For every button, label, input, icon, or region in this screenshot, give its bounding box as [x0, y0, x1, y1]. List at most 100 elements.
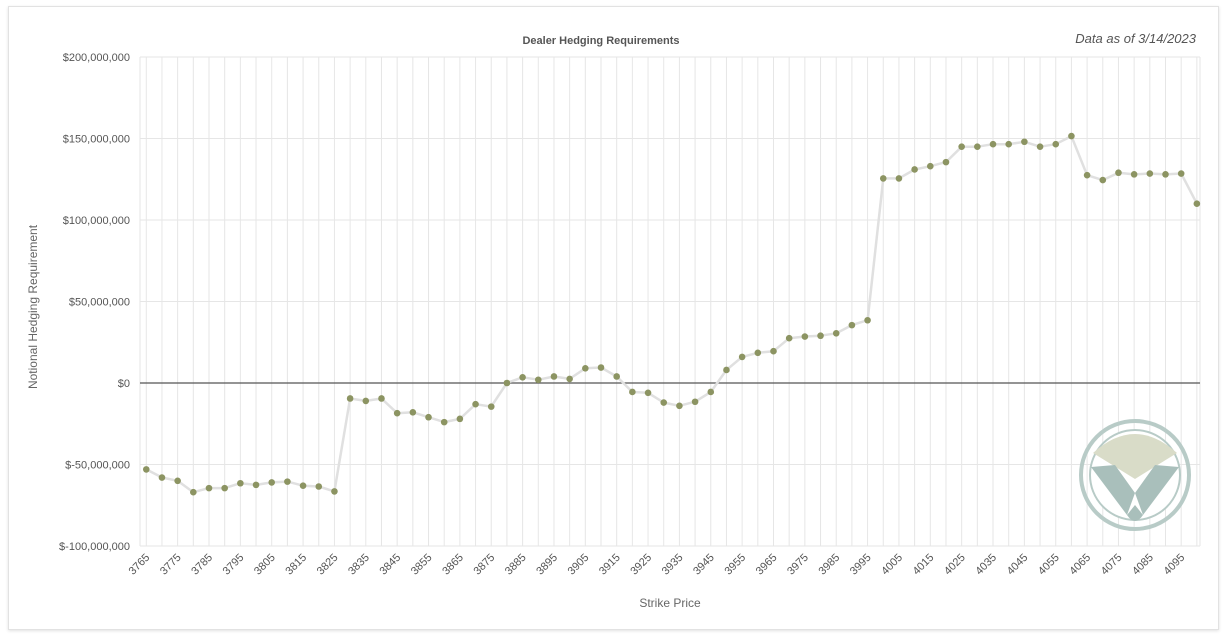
y-tick-label: $0: [118, 378, 130, 390]
data-point[interactable]: [1083, 171, 1091, 179]
data-point[interactable]: [582, 365, 589, 372]
data-point[interactable]: [1099, 176, 1107, 184]
logo-ring: [1079, 419, 1191, 531]
data-point[interactable]: [205, 484, 213, 492]
data-point[interactable]: [158, 474, 166, 481]
data-point[interactable]: [942, 158, 950, 166]
data-point[interactable]: [1193, 200, 1201, 207]
data-point[interactable]: [1068, 132, 1075, 140]
x-tick-label: 3785: [189, 552, 215, 578]
data-point[interactable]: [879, 175, 887, 182]
data-point[interactable]: [1115, 169, 1122, 177]
data-point[interactable]: [691, 398, 699, 406]
data-point[interactable]: [754, 349, 762, 357]
data-point[interactable]: [456, 415, 464, 423]
data-point[interactable]: [299, 482, 307, 489]
data-point[interactable]: [597, 364, 605, 371]
x-tick-label: 3875: [472, 552, 498, 578]
x-tick-label: 4065: [1067, 552, 1093, 578]
data-point[interactable]: [1052, 140, 1060, 148]
data-point[interactable]: [252, 481, 260, 489]
data-point[interactable]: [425, 413, 432, 421]
data-point[interactable]: [393, 409, 401, 417]
x-tick-label: 3835: [346, 552, 372, 578]
data-point[interactable]: [1005, 140, 1012, 148]
data-point[interactable]: [315, 483, 323, 490]
v-shield-logo-icon: [1079, 419, 1191, 531]
data-point[interactable]: [723, 366, 730, 374]
data-point[interactable]: [1021, 138, 1028, 146]
data-point[interactable]: [142, 466, 150, 473]
data-point[interactable]: [503, 379, 511, 387]
data-point[interactable]: [958, 143, 965, 150]
x-tick-label: 4025: [942, 552, 968, 578]
data-point[interactable]: [629, 388, 636, 396]
data-point[interactable]: [346, 395, 354, 402]
chart-canvas: $-100,000,000 $-50,000,000 $0 $50,000,000 $1…: [26, 35, 1201, 610]
data-point[interactable]: [550, 373, 558, 380]
x-axis-ticks: 3765 3775 3785 3795 3805 3815 3825 3835 3845 3855…: [127, 552, 1188, 578]
data-point[interactable]: [331, 488, 338, 495]
data-point[interactable]: [566, 375, 573, 383]
series-line: [145, 134, 1199, 494]
data-point[interactable]: [895, 175, 903, 182]
gridlines: [139, 56, 1201, 547]
data-point[interactable]: [989, 140, 997, 148]
x-tick-label: 4035: [973, 552, 999, 578]
data-point[interactable]: [1036, 143, 1044, 150]
x-tick-label: 3975: [785, 552, 811, 578]
data-point[interactable]: [268, 479, 276, 486]
data-point[interactable]: [974, 143, 981, 150]
data-point[interactable]: [644, 389, 652, 397]
data-point[interactable]: [1162, 171, 1169, 178]
data-point[interactable]: [1146, 170, 1154, 177]
x-tick-label: 3995: [848, 552, 874, 578]
data-point[interactable]: [190, 488, 197, 496]
x-tick-label: 3915: [597, 552, 623, 578]
data-point[interactable]: [738, 353, 746, 361]
data-point[interactable]: [472, 400, 479, 408]
x-tick-label: 3895: [534, 552, 560, 578]
x-tick-label: 3955: [722, 552, 748, 578]
x-tick-label: 3885: [503, 552, 529, 578]
logo-top-shape: [1093, 434, 1177, 479]
data-point[interactable]: [409, 409, 417, 416]
x-tick-label: 4075: [1099, 552, 1125, 578]
data-point[interactable]: [362, 397, 370, 405]
x-tick-label: 3825: [315, 552, 341, 578]
data-point[interactable]: [926, 162, 934, 170]
data-point[interactable]: [785, 334, 793, 342]
data-point[interactable]: [707, 388, 715, 396]
data-point[interactable]: [378, 395, 385, 402]
data-point[interactable]: [174, 477, 181, 485]
x-tick-label: 3865: [440, 552, 466, 578]
data-point[interactable]: [911, 166, 918, 173]
data-point[interactable]: [660, 399, 668, 406]
data-point[interactable]: [284, 478, 291, 485]
x-tick-label: 3855: [409, 552, 435, 578]
data-point[interactable]: [534, 376, 542, 384]
data-point[interactable]: [440, 418, 448, 426]
data-point[interactable]: [864, 316, 871, 324]
x-tick-label: 4085: [1130, 552, 1156, 578]
data-point[interactable]: [676, 402, 683, 410]
y-tick-label: $-100,000,000: [59, 541, 130, 553]
data-point[interactable]: [770, 347, 777, 355]
data-point[interactable]: [237, 479, 244, 487]
y-tick-label: $150,000,000: [63, 134, 130, 146]
data-point[interactable]: [1177, 170, 1185, 177]
data-point[interactable]: [487, 403, 495, 410]
x-tick-label: 4015: [911, 552, 937, 578]
data-point[interactable]: [519, 373, 526, 381]
data-point[interactable]: [817, 332, 824, 340]
x-tick-label: 3815: [283, 552, 309, 578]
data-point[interactable]: [221, 484, 228, 492]
data-point[interactable]: [832, 329, 840, 337]
data-point[interactable]: [801, 333, 809, 340]
data-point[interactable]: [1130, 171, 1138, 178]
x-tick-label: 4005: [879, 552, 905, 578]
data-point[interactable]: [848, 321, 856, 329]
data-point[interactable]: [613, 373, 620, 380]
y-tick-label: $-50,000,000: [65, 460, 130, 472]
data-as-of-date: Data as of 3/14/2023: [1075, 31, 1196, 46]
